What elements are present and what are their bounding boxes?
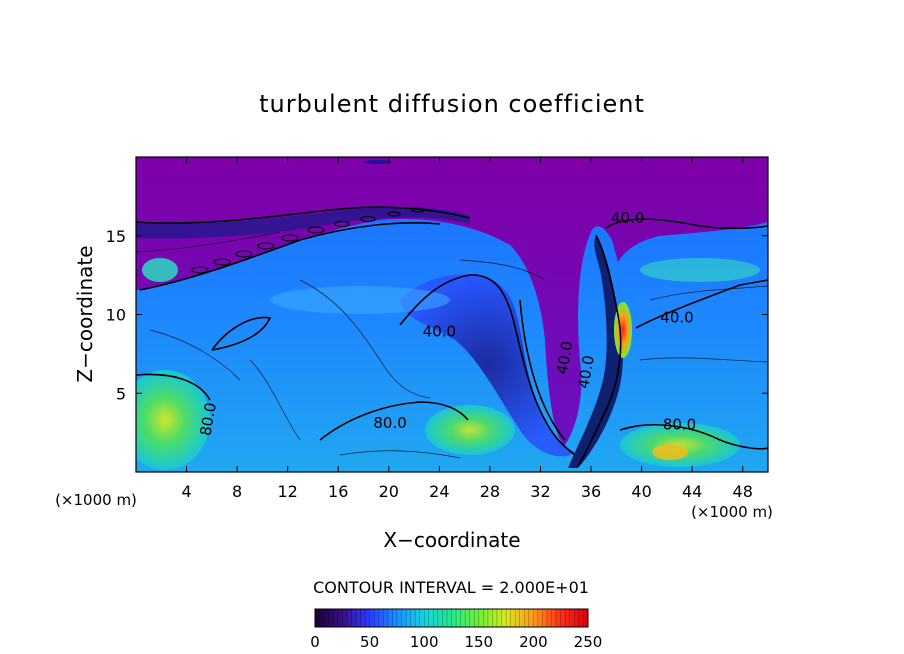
colorbar-tick-label: 250 xyxy=(574,633,603,651)
contour-label: 40.0 xyxy=(423,323,456,341)
x-tick-label: 32 xyxy=(530,482,550,501)
updraft-column xyxy=(568,235,623,468)
x-tick-label: 44 xyxy=(682,482,702,501)
contour-interval-text: CONTOUR INTERVAL = 2.000E+01 xyxy=(313,578,589,597)
contour-lines-thin xyxy=(136,231,768,459)
contour-label: 40.0 xyxy=(574,354,598,390)
x-tick-label: 8 xyxy=(232,482,242,501)
x-tick-label: 4 xyxy=(181,482,191,501)
y-tick-label: 10 xyxy=(106,306,126,325)
chart-title: turbulent diffusion coefficient xyxy=(259,90,645,118)
green-left-blob xyxy=(136,370,210,470)
y-axis-ticks: 5 10 15 xyxy=(106,227,768,403)
colorbar-ticks: 0 50 100 150 200 250 xyxy=(310,633,602,651)
x-axis-ticks: 4 8 12 16 20 24 28 32 36 40 44 48 xyxy=(181,157,753,501)
contour-label: 80.0 xyxy=(373,414,406,432)
green-right-blob xyxy=(620,423,740,467)
x-tick-label: 24 xyxy=(429,482,449,501)
contour-label: 40.0 xyxy=(660,308,693,326)
green-left-eddy xyxy=(142,258,178,282)
contour-labels: 40.040.040.040.040.080.0 80.0 80.0 xyxy=(196,209,696,437)
contour-label: 80.0 xyxy=(663,415,696,433)
cyan-upper-wisp xyxy=(270,286,450,314)
contour-label: 40.0 xyxy=(611,209,644,227)
x-unit-right: (×1000 m) xyxy=(691,503,773,521)
y-axis-label: Z−coordinate xyxy=(73,245,97,382)
contour-lines xyxy=(136,206,768,467)
yellow-right-spot xyxy=(652,444,688,460)
colorbar-tick-label: 200 xyxy=(519,633,548,651)
upper-thin-layer xyxy=(364,160,392,164)
contour-label: 80.0 xyxy=(196,401,220,437)
colorbar-tick-label: 0 xyxy=(310,633,320,651)
tropopause-wave-marks xyxy=(191,207,425,274)
heatmap-field xyxy=(136,157,768,472)
colorbar-stripes xyxy=(319,609,584,627)
y-tick-label: 15 xyxy=(106,227,126,246)
x-tick-label: 12 xyxy=(278,482,298,501)
colorbar-tick-label: 50 xyxy=(360,633,379,651)
colorbar-tick-label: 100 xyxy=(410,633,439,651)
x-axis-label: X−coordinate xyxy=(383,528,520,552)
x-tick-label: 36 xyxy=(581,482,601,501)
cyan-right-band xyxy=(640,258,760,282)
tropopause-band xyxy=(136,207,470,239)
dark-core xyxy=(400,274,575,457)
colorbar-tick-label: 150 xyxy=(464,633,493,651)
colorbar xyxy=(314,608,589,628)
green-mid-blob xyxy=(425,405,515,455)
x-tick-label: 40 xyxy=(631,482,651,501)
x-tick-label: 16 xyxy=(328,482,348,501)
y-tick-label: 5 xyxy=(116,384,126,403)
x-tick-label: 48 xyxy=(733,482,753,501)
x-unit-left: (×1000 m) xyxy=(55,491,137,509)
x-tick-label: 28 xyxy=(480,482,500,501)
x-tick-label: 20 xyxy=(379,482,399,501)
contour-label: 40.0 xyxy=(553,340,577,376)
